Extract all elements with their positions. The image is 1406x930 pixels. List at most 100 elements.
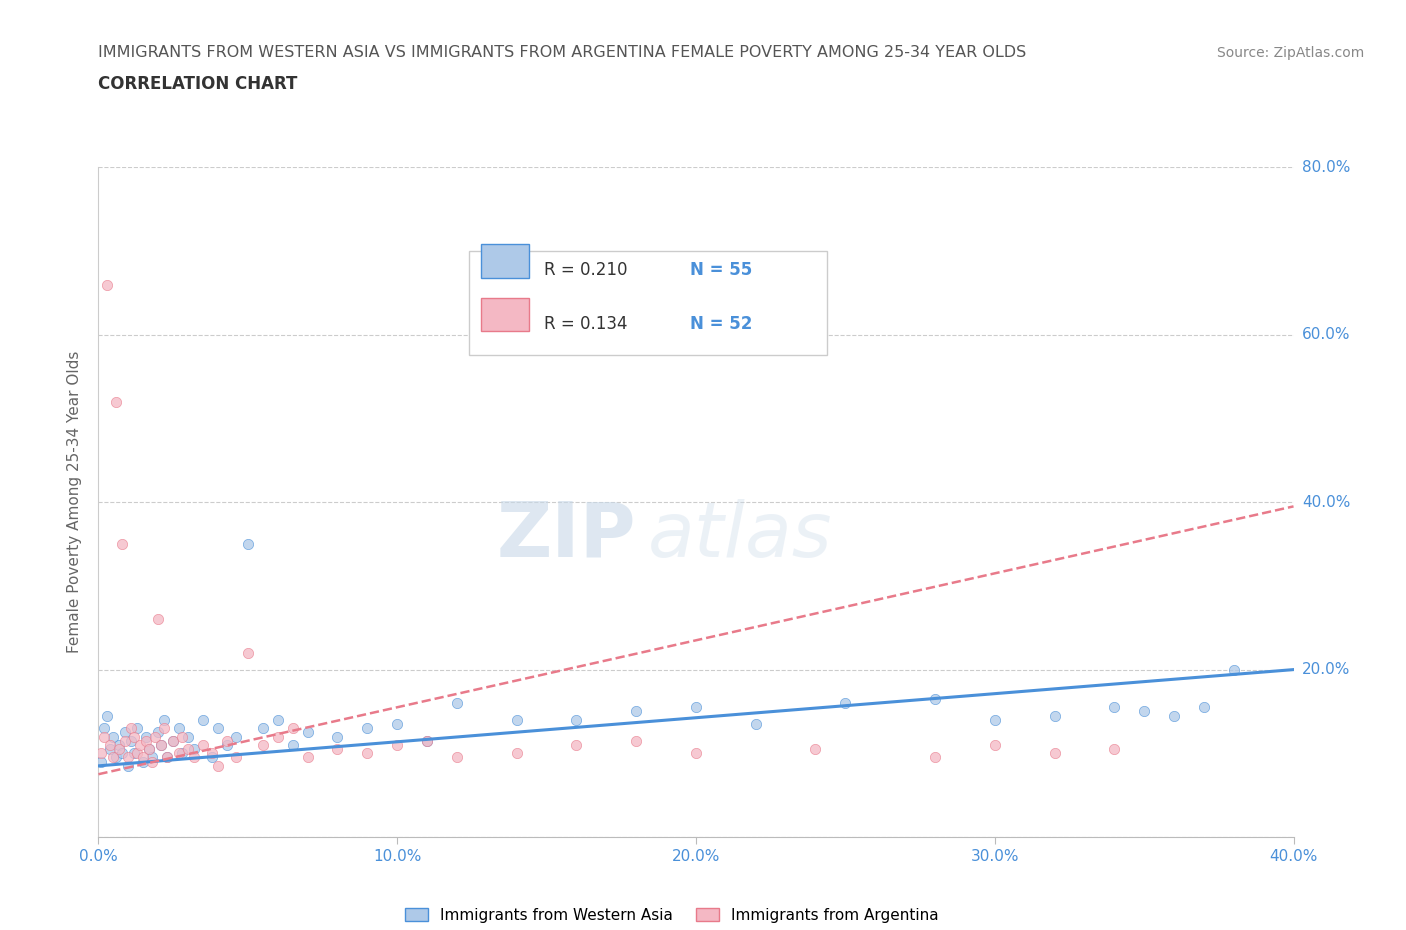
Point [183,750,205,764]
Point [385,717,409,732]
Point [150,737,173,752]
Point [745,717,768,732]
Point [215,737,238,752]
Point [93,721,115,736]
Point [1104,700,1126,715]
Point [120,721,142,736]
Point [108,742,131,757]
Bar [481,298,529,331]
Point [156,750,179,764]
Point [96,709,118,724]
Point [624,704,647,719]
Point [924,750,946,764]
Point [624,733,647,748]
Point [172,729,194,744]
Point [127,721,149,736]
Point [252,721,274,736]
Point [326,742,349,757]
Point [1192,700,1215,715]
Point [105,750,128,764]
Point [138,742,160,757]
Point [356,721,378,736]
Legend: Immigrants from Western Asia, Immigrants from Argentina: Immigrants from Western Asia, Immigrants… [399,901,945,929]
Point [162,733,184,748]
Text: N = 52: N = 52 [690,314,752,333]
Point [103,729,125,744]
Point [236,537,259,551]
Point [141,754,163,769]
Point [506,746,529,761]
Point [983,737,1005,752]
Point [1223,662,1246,677]
FancyBboxPatch shape [470,251,827,355]
Point [924,692,946,707]
Point [281,737,304,752]
Point [1043,709,1066,724]
Point [153,721,176,736]
Point [565,712,588,727]
Point [103,750,125,764]
Point [201,746,224,761]
Point [148,725,170,740]
Point [1043,746,1066,761]
Point [105,394,128,409]
Text: N = 55: N = 55 [690,261,752,279]
Point [98,742,122,757]
Text: ZIP: ZIP [496,498,636,573]
Point [167,721,190,736]
Text: R = 0.210: R = 0.210 [544,261,627,279]
Point [416,733,439,748]
Point [138,742,160,757]
Point [132,754,155,769]
Point [207,759,229,774]
Point [124,746,146,761]
Point [225,729,247,744]
Point [132,750,155,764]
Point [177,742,200,757]
Point [167,746,190,761]
Point [111,537,134,551]
Text: Source: ZipAtlas.com: Source: ZipAtlas.com [1216,46,1364,60]
Point [201,750,224,764]
Text: 60.0%: 60.0% [1302,327,1350,342]
Point [326,729,349,744]
Point [416,733,439,748]
Point [446,750,468,764]
Text: atlas: atlas [648,498,832,573]
Point [267,729,290,744]
Point [117,750,139,764]
Text: 40.0%: 40.0% [1302,495,1350,510]
Point [446,696,468,711]
Point [111,746,134,761]
Point [90,746,112,761]
Point [143,729,166,744]
Point [804,742,827,757]
Point [156,750,179,764]
Point [108,737,131,752]
Point [1133,704,1156,719]
Point [215,733,238,748]
Point [148,612,170,627]
Point [124,729,146,744]
Text: 80.0%: 80.0% [1302,160,1350,175]
Point [172,746,194,761]
Point [90,754,112,769]
Point [252,737,274,752]
Point [141,750,163,764]
Bar [481,245,529,278]
Point [506,712,529,727]
Point [685,746,707,761]
Point [297,725,319,740]
Point [356,746,378,761]
Y-axis label: Female Poverty Among 25-34 Year Olds: Female Poverty Among 25-34 Year Olds [67,351,83,654]
Text: R = 0.134: R = 0.134 [544,314,627,333]
Point [183,742,205,757]
Point [177,729,200,744]
Point [1104,742,1126,757]
Point [129,737,152,752]
Point [117,759,139,774]
Text: 20.0%: 20.0% [1302,662,1350,677]
Point [150,737,173,752]
Point [127,746,149,761]
Point [114,725,136,740]
